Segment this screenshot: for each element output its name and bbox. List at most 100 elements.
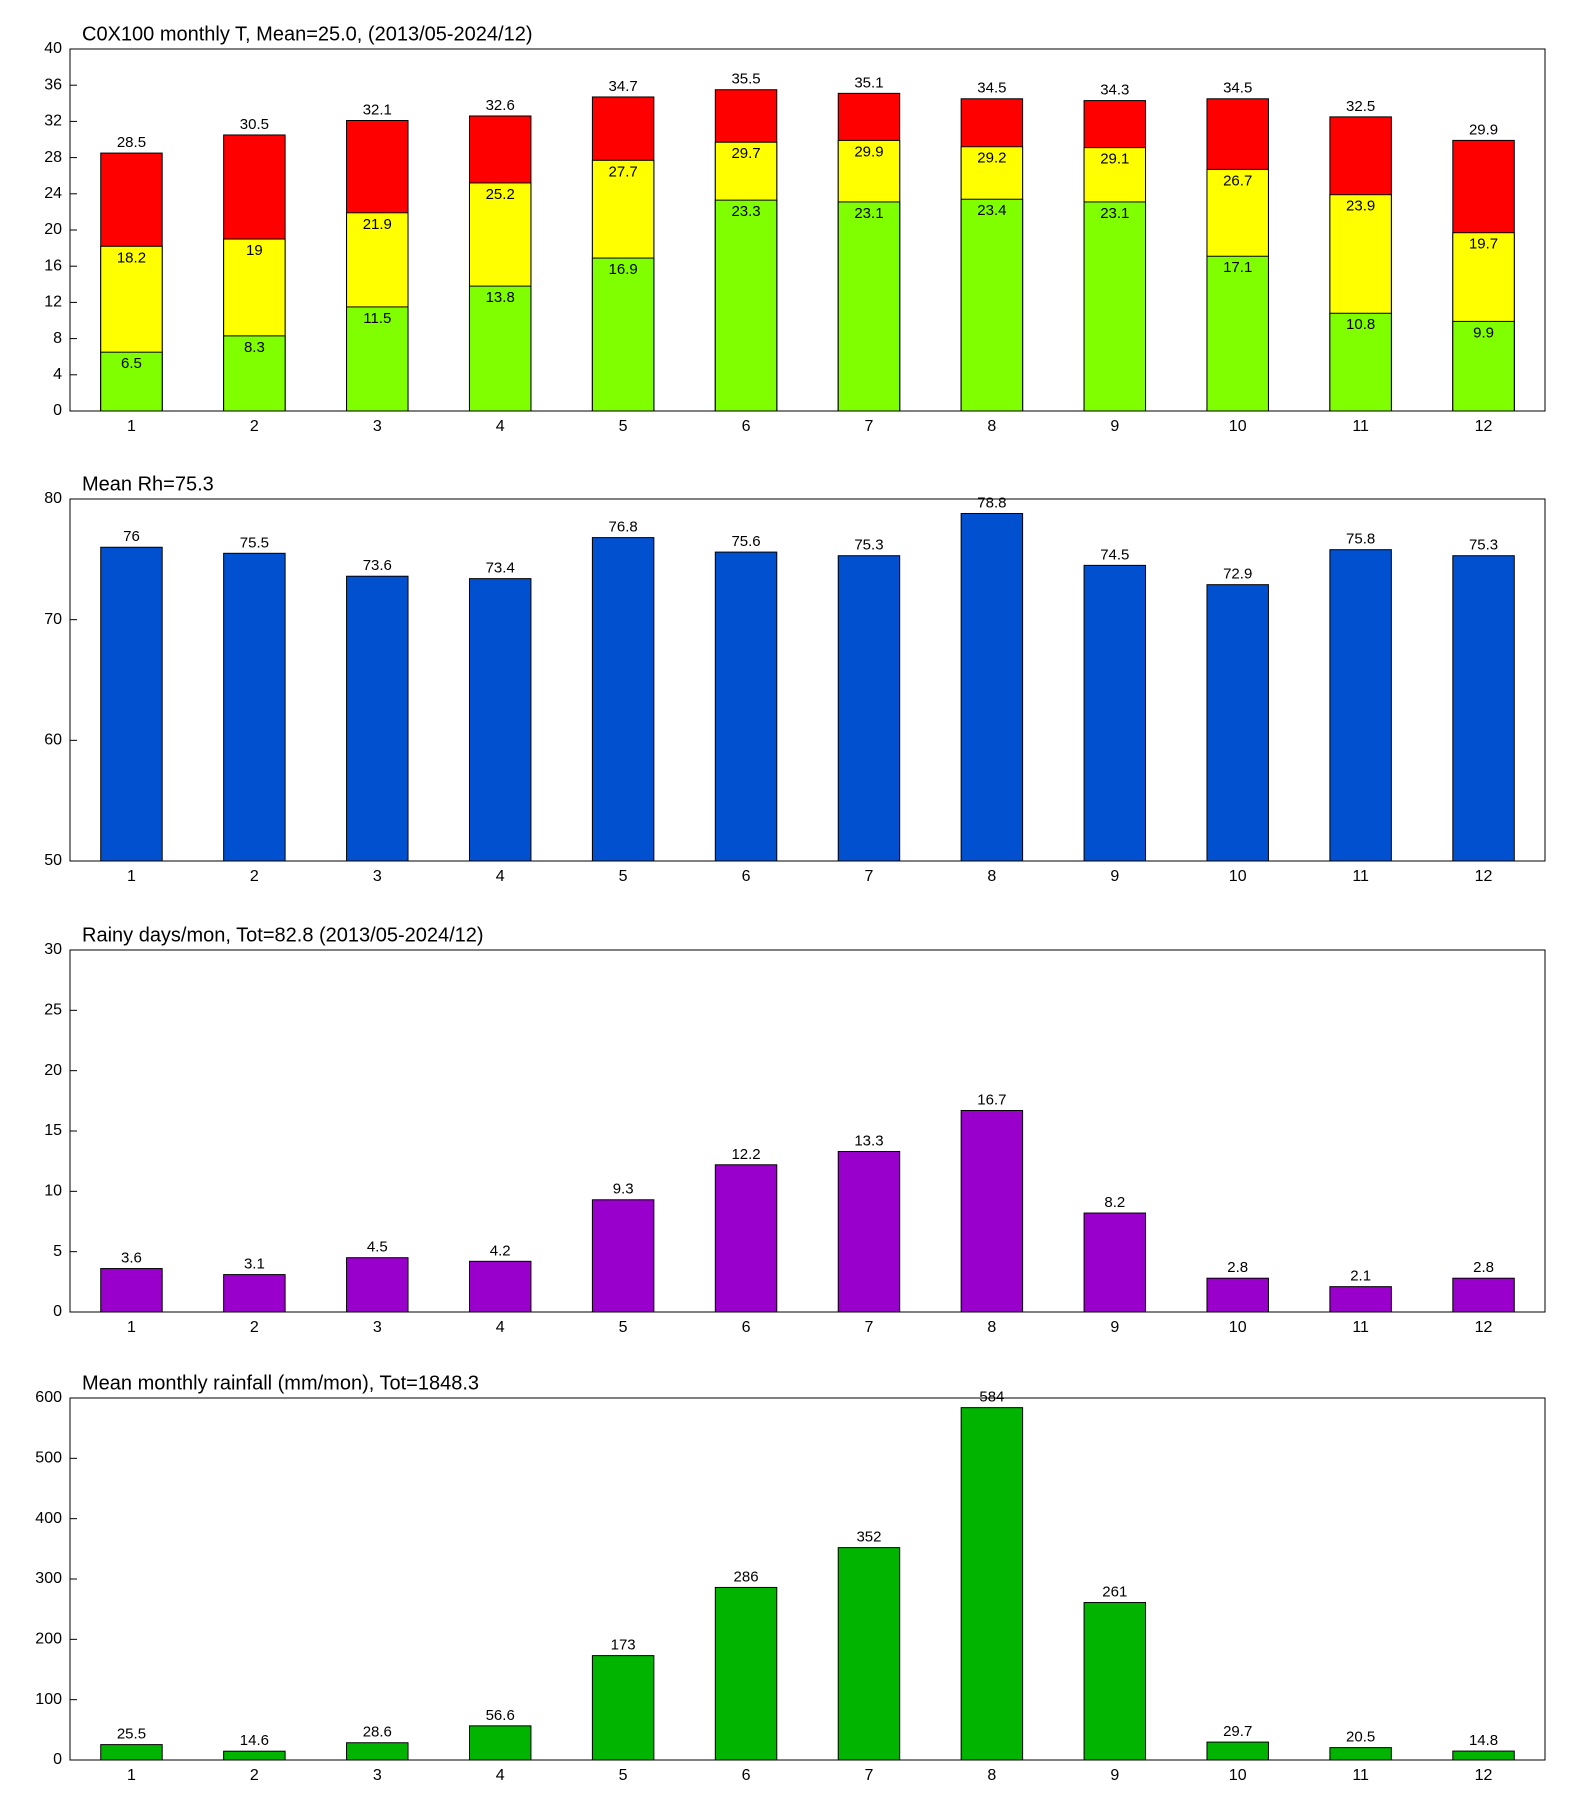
value-label: 9.9 — [1473, 324, 1494, 341]
value-label: 25.5 — [117, 1726, 146, 1743]
bar — [346, 575, 409, 862]
y-tick-label: 30 — [44, 941, 62, 958]
bar — [1206, 584, 1269, 862]
x-tick-label: 7 — [865, 1319, 874, 1336]
bar — [346, 306, 409, 412]
value-label: 17.1 — [1223, 259, 1252, 276]
axes-box — [69, 949, 1546, 1313]
value-label: 8.3 — [244, 339, 265, 356]
y-tick-label: 600 — [35, 1389, 62, 1406]
bar — [1329, 1747, 1392, 1761]
bar — [714, 551, 778, 862]
value-label: 14.8 — [1469, 1732, 1498, 1749]
value-label: 352 — [856, 1529, 881, 1546]
plot-area — [70, 49, 1545, 411]
bar — [1083, 1602, 1147, 1761]
x-tick-label: 10 — [1229, 1767, 1247, 1784]
value-label: 56.6 — [486, 1707, 515, 1724]
y-tick-label: 80 — [44, 490, 62, 507]
value-label: 25.2 — [486, 186, 515, 203]
x-tick-label: 12 — [1475, 868, 1493, 885]
value-label: 23.9 — [1346, 198, 1375, 215]
x-tick-label: 11 — [1352, 1319, 1369, 1336]
bar — [468, 578, 532, 862]
value-label: 16.9 — [609, 261, 638, 278]
value-label: 27.7 — [609, 163, 638, 180]
bar — [960, 1407, 1024, 1761]
value-label: 584 — [979, 1389, 1004, 1406]
x-tick-label: 11 — [1352, 1767, 1369, 1784]
value-label: 26.7 — [1223, 172, 1252, 189]
x-tick-label: 6 — [742, 868, 751, 885]
x-tick-label: 2 — [250, 418, 259, 435]
y-tick-label: 50 — [44, 852, 62, 869]
value-label: 173 — [611, 1637, 636, 1654]
value-label: 29.7 — [1223, 1723, 1252, 1740]
value-label: 286 — [734, 1568, 759, 1585]
x-tick-label: 3 — [373, 418, 382, 435]
value-label: 78.8 — [977, 494, 1006, 511]
value-label: 4.5 — [367, 1239, 388, 1256]
bar — [714, 199, 778, 412]
x-tick-label: 1 — [127, 868, 136, 885]
bar — [837, 1547, 901, 1761]
value-label: 6.5 — [121, 355, 142, 372]
y-tick-label: 36 — [44, 76, 62, 93]
y-tick-label: 16 — [44, 257, 62, 274]
bar — [960, 512, 1024, 862]
y-tick-label: 500 — [35, 1450, 62, 1467]
y-tick-label: 12 — [44, 294, 62, 311]
y-tick-label: 400 — [35, 1510, 62, 1527]
value-label: 29.9 — [1469, 121, 1498, 138]
y-tick-label: 20 — [44, 221, 62, 238]
value-label: 75.3 — [854, 537, 883, 554]
value-label: 2.1 — [1350, 1268, 1371, 1285]
bar — [1452, 555, 1515, 862]
bar — [714, 1586, 778, 1761]
value-label: 3.6 — [121, 1250, 142, 1267]
bar — [100, 1268, 163, 1313]
x-tick-label: 10 — [1229, 418, 1247, 435]
x-tick-label: 4 — [496, 1319, 505, 1336]
y-tick-label: 70 — [44, 611, 62, 628]
value-label: 14.6 — [240, 1732, 269, 1749]
bar — [1452, 1277, 1515, 1313]
axes-box — [69, 498, 1546, 862]
x-tick-label: 5 — [619, 1767, 628, 1784]
bar — [100, 546, 163, 862]
chart-title: Rainy days/mon, Tot=82.8 (2013/05-2024/1… — [82, 924, 484, 946]
bar — [837, 201, 901, 412]
value-label: 75.5 — [240, 534, 269, 551]
bar — [1083, 201, 1147, 412]
value-label: 35.1 — [854, 74, 883, 91]
value-label: 73.4 — [486, 560, 515, 577]
value-label: 29.7 — [731, 145, 760, 162]
y-tick-label: 100 — [35, 1691, 62, 1708]
y-tick-label: 8 — [53, 330, 62, 347]
bar — [837, 1151, 901, 1313]
value-label: 8.2 — [1104, 1194, 1125, 1211]
x-tick-label: 9 — [1110, 1319, 1119, 1336]
y-tick-label: 15 — [44, 1122, 62, 1139]
y-tick-label: 25 — [44, 1002, 62, 1019]
x-tick-label: 10 — [1229, 1319, 1247, 1336]
bar — [1083, 1212, 1147, 1313]
x-tick-label: 3 — [373, 1767, 382, 1784]
value-label: 34.5 — [977, 80, 1006, 97]
y-tick-label: 0 — [53, 1303, 62, 1320]
value-label: 9.3 — [613, 1181, 634, 1198]
y-tick-label: 60 — [44, 732, 62, 749]
chart-title: Mean monthly rainfall (mm/mon), Tot=1848… — [82, 1372, 479, 1394]
bar — [223, 1750, 286, 1761]
y-tick-label: 0 — [53, 1751, 62, 1768]
value-label: 4.2 — [490, 1242, 511, 1259]
y-tick-label: 20 — [44, 1062, 62, 1079]
y-tick-label: 32 — [44, 113, 62, 130]
value-label: 76 — [123, 528, 140, 545]
x-tick-label: 11 — [1352, 418, 1369, 435]
value-label: 30.5 — [240, 116, 269, 133]
x-tick-label: 4 — [496, 1767, 505, 1784]
x-tick-label: 5 — [619, 868, 628, 885]
y-tick-label: 0 — [53, 402, 62, 419]
chart-title: Mean Rh=75.3 — [82, 473, 214, 495]
